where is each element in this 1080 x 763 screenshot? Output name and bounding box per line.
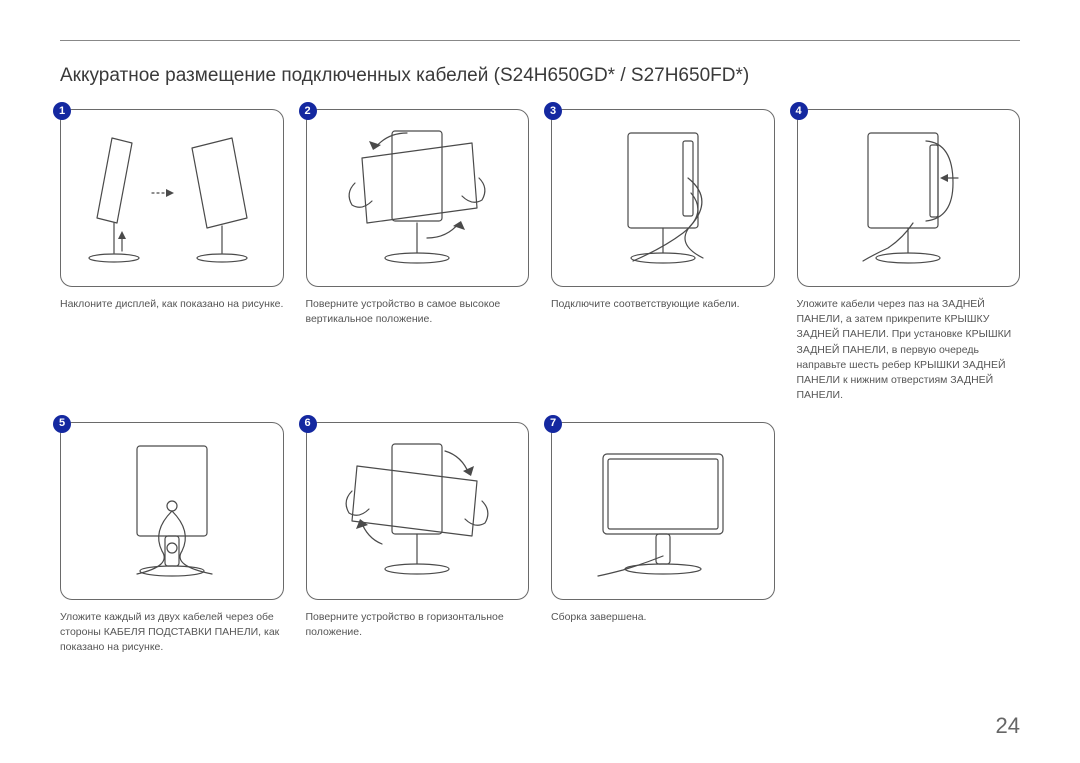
step-4: 4 Уложите кабели через паз на ЗАДНЕЙ П	[797, 109, 1021, 404]
step-6-badge: 6	[299, 415, 317, 433]
step-2-badge: 2	[299, 102, 317, 120]
step-2: 2	[306, 109, 530, 404]
step-3-caption: Подключите соответствующие кабели.	[551, 297, 775, 312]
step-2-figure: 2	[306, 109, 530, 287]
step-2-caption: Поверните устройство в самое высокое вер…	[306, 297, 530, 327]
rotate-horizontal-icon	[317, 433, 519, 589]
step-1-figure: 1	[60, 109, 284, 287]
assembly-complete-icon	[562, 433, 764, 589]
steps-grid: 1 Нак	[60, 109, 1020, 655]
top-rule	[60, 40, 1020, 41]
step-5: 5 Уложите каждый из двух кабелей через о…	[60, 422, 284, 656]
step-4-badge: 4	[790, 102, 808, 120]
tilt-display-icon	[71, 120, 273, 276]
step-3-figure: 3	[551, 109, 775, 287]
step-6-caption: Поверните устройство в горизонтальное по…	[306, 610, 530, 640]
connect-cables-icon	[562, 120, 764, 276]
step-6-figure: 6	[306, 422, 530, 600]
step-1: 1 Нак	[60, 109, 284, 404]
rotate-vertical-icon	[317, 120, 519, 276]
step-5-figure: 5	[60, 422, 284, 600]
step-6: 6 Пов	[306, 422, 530, 656]
page-number: 24	[996, 713, 1020, 739]
step-5-caption: Уложите каждый из двух кабелей через обе…	[60, 610, 284, 656]
step-7: 7 Сборка завершена.	[551, 422, 775, 656]
step-5-badge: 5	[53, 415, 71, 433]
step-3-badge: 3	[544, 102, 562, 120]
step-4-caption: Уложите кабели через паз на ЗАДНЕЙ ПАНЕЛ…	[797, 297, 1021, 404]
step-3: 3 Подключите соответствующие кабели.	[551, 109, 775, 404]
page-title: Аккуратное размещение подключенных кабел…	[60, 65, 1020, 87]
step-1-badge: 1	[53, 102, 71, 120]
step-1-caption: Наклоните дисплей, как показано на рисун…	[60, 297, 284, 312]
step-7-figure: 7	[551, 422, 775, 600]
step-7-badge: 7	[544, 415, 562, 433]
step-4-figure: 4	[797, 109, 1021, 287]
rear-cover-icon	[808, 120, 1010, 276]
step-7-caption: Сборка завершена.	[551, 610, 775, 625]
route-stand-cables-icon	[71, 433, 273, 589]
